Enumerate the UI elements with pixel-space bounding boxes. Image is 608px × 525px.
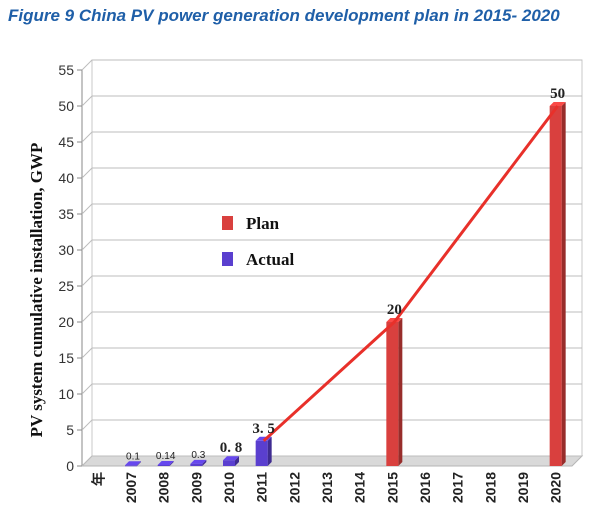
x-tick-label: 2013 [319,472,335,503]
data-label-2008: 0.14 [156,451,176,462]
data-label-2011: 3. 5 [252,421,275,437]
y-tick-label: 5 [66,422,74,438]
x-tick-label: 2008 [156,472,172,503]
legend: Plan Actual [222,214,294,269]
x-tick-label: 2020 [548,472,564,503]
y-tick-label: 20 [58,314,74,330]
y-tick-label: 25 [58,278,74,294]
bars [125,102,566,467]
data-label-2020: 50 [550,86,565,102]
x-tick-label: 2009 [188,472,204,503]
bar-actual-2010 [223,456,239,466]
legend-label-actual: Actual [246,250,294,269]
x-tick-label: 2017 [450,472,466,503]
x-tick-label: 2010 [221,472,237,503]
y-axis-ticks: 0 5 10 15 20 25 30 35 40 45 50 55 [58,62,82,474]
y-tick-label: 10 [58,386,74,402]
y-tick-label: 55 [58,62,74,78]
bar-plan-2020 [549,102,566,466]
gridline [81,203,582,215]
y-tick-label: 15 [58,350,74,366]
bar-actual-2008 [157,460,174,466]
plot-area [80,59,584,467]
gridline [81,455,582,467]
data-label-2009: 0.3 [191,450,205,461]
data-label-2010: 0. 8 [220,440,243,456]
y-tick-label: 50 [58,98,74,114]
x-tick-label: 2011 [254,472,270,503]
x-tick-label: 2016 [417,472,433,503]
y-tick-label: 35 [58,206,74,222]
x-tick-label: 2019 [515,472,531,503]
gridline [81,167,582,179]
gridline [81,239,582,251]
bar-actual-2011 [255,436,272,466]
x-tick-label: 2012 [286,472,302,503]
x-tick-label: 2014 [352,472,368,503]
legend-swatch-actual [222,252,233,266]
gridline [81,59,582,71]
bar-plan-2015 [386,318,403,466]
gridline [81,131,582,143]
data-label-2007: 0.1 [126,451,140,462]
x-tick-label: 2018 [482,472,498,503]
gridlines [81,59,582,467]
bar-actual-2007 [125,461,141,467]
legend-swatch-plan [222,216,233,230]
data-label-2015: 20 [387,302,402,318]
data-labels: 0.1 0.14 0.3 0. 8 3. 5 20 50 [126,86,565,462]
x-tick-label: 年 [90,472,106,486]
y-tick-label: 40 [58,170,74,186]
trend-line [262,105,559,442]
y-tick-label: 0 [66,458,74,474]
y-tick-label: 45 [58,134,74,150]
legend-label-plan: Plan [246,214,280,233]
gridline [81,311,582,323]
trend-line-group [262,105,559,442]
bar-actual-2009 [190,459,207,466]
figure-title: Figure 9 China PV power generation devel… [8,6,560,25]
gridline [81,347,582,359]
gridline [81,419,582,431]
x-tick-label: 2015 [384,472,400,503]
gridline [81,95,582,107]
y-axis-label: PV system cumulative installation, GWP [27,143,46,438]
x-tick-label: 2007 [123,472,139,503]
gridline [81,383,582,395]
back-wall [91,59,583,457]
y-tick-label: 30 [58,242,74,258]
x-axis-ticks: 年 2007 2008 2009 2010 2011 2012 2013 2014 2015 201… [90,472,563,503]
gridline [81,275,582,287]
